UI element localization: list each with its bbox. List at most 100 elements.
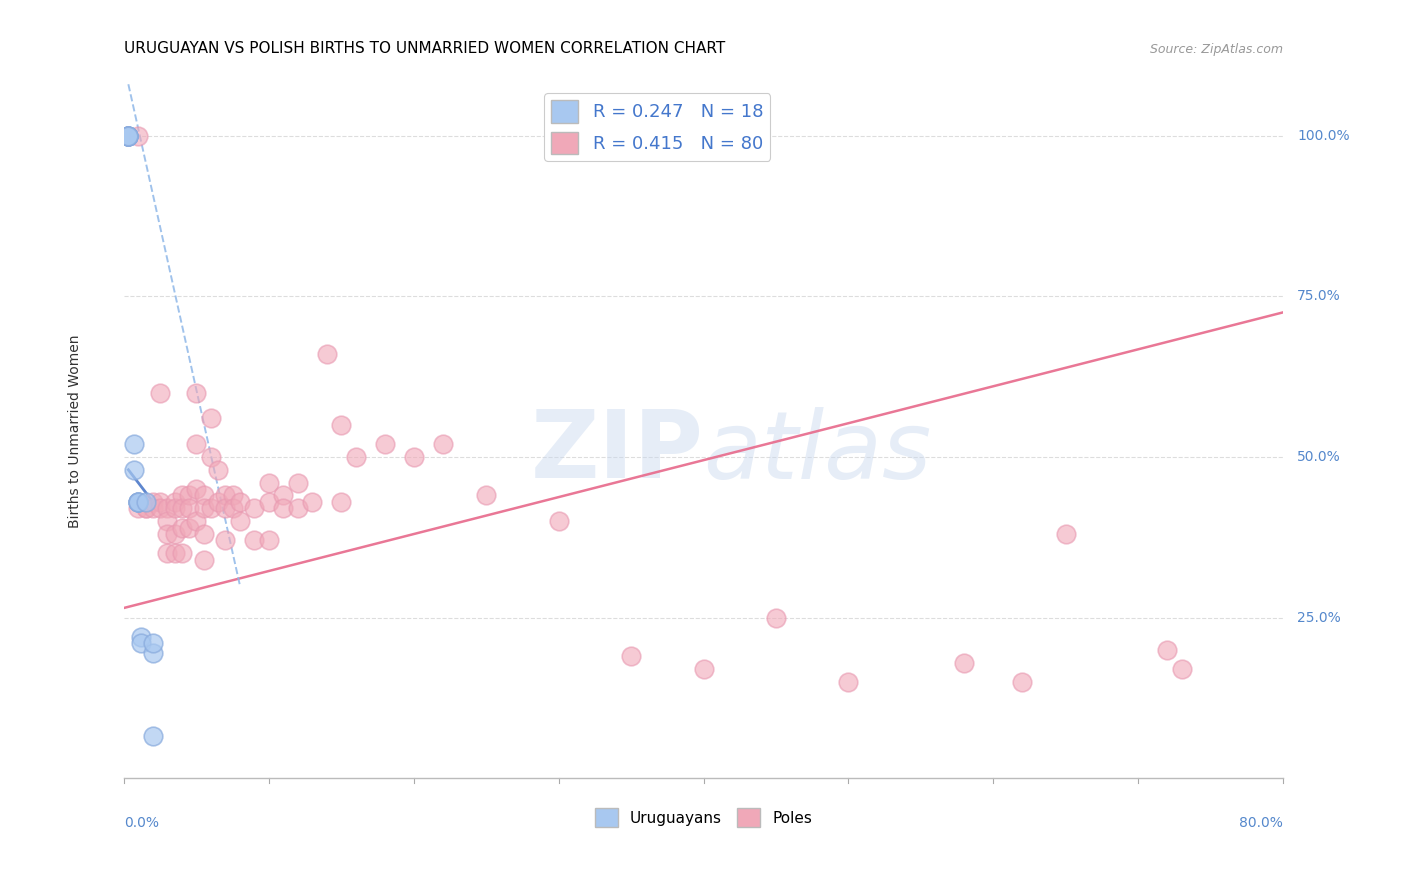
Point <box>221 488 243 502</box>
Point <box>273 488 295 502</box>
Text: 0.0%: 0.0% <box>124 816 159 830</box>
Text: 100.0%: 100.0% <box>1296 128 1350 143</box>
Point <box>315 347 337 361</box>
Point <box>214 488 236 502</box>
Point <box>131 636 153 650</box>
Point <box>142 730 165 744</box>
Point <box>128 495 150 509</box>
Point <box>128 495 150 509</box>
Text: 50.0%: 50.0% <box>1296 450 1341 464</box>
Point <box>163 495 186 509</box>
Point <box>330 495 353 509</box>
Point <box>156 546 179 560</box>
Point <box>135 501 157 516</box>
Point <box>214 533 236 548</box>
Text: 75.0%: 75.0% <box>1296 289 1341 303</box>
Point <box>179 501 201 516</box>
Point <box>163 501 186 516</box>
Point <box>117 128 139 143</box>
Point <box>193 488 215 502</box>
Point <box>142 636 165 650</box>
Point <box>402 450 425 464</box>
Text: Source: ZipAtlas.com: Source: ZipAtlas.com <box>1150 44 1284 56</box>
Point <box>170 501 193 516</box>
Point <box>186 385 208 400</box>
Point <box>257 495 280 509</box>
Point <box>229 495 252 509</box>
Point <box>135 501 157 516</box>
Point <box>207 463 229 477</box>
Point <box>179 520 201 534</box>
Point <box>163 527 186 541</box>
Point <box>1156 642 1178 657</box>
Point <box>156 527 179 541</box>
Point <box>301 495 323 509</box>
Point <box>135 495 157 509</box>
Point <box>122 437 145 451</box>
Point <box>163 546 186 560</box>
Point <box>1011 674 1033 689</box>
Point <box>475 488 498 502</box>
Point <box>692 662 714 676</box>
Point <box>156 501 179 516</box>
Point <box>221 501 243 516</box>
Point <box>547 514 569 528</box>
Point <box>149 495 172 509</box>
Point <box>186 482 208 496</box>
Point <box>330 417 353 432</box>
Point <box>287 475 309 490</box>
Point <box>142 501 165 516</box>
Point <box>170 546 193 560</box>
Point <box>117 128 139 143</box>
Point <box>131 630 153 644</box>
Point <box>128 495 150 509</box>
Point <box>200 411 222 425</box>
Point <box>117 128 139 143</box>
Point <box>287 501 309 516</box>
Point <box>128 128 150 143</box>
Point <box>122 463 145 477</box>
Legend: Uruguayans, Poles: Uruguayans, Poles <box>589 802 818 833</box>
Point <box>128 501 150 516</box>
Point <box>149 501 172 516</box>
Point <box>128 495 150 509</box>
Point <box>374 437 396 451</box>
Point <box>142 646 165 660</box>
Point <box>193 527 215 541</box>
Point <box>156 514 179 528</box>
Point <box>149 385 172 400</box>
Point <box>344 450 367 464</box>
Point <box>142 495 165 509</box>
Point <box>117 128 139 143</box>
Point <box>273 501 295 516</box>
Point <box>193 553 215 567</box>
Point <box>186 437 208 451</box>
Text: 25.0%: 25.0% <box>1296 611 1341 624</box>
Point <box>179 488 201 502</box>
Point <box>620 649 643 664</box>
Text: Births to Unmarried Women: Births to Unmarried Women <box>69 334 83 528</box>
Text: 80.0%: 80.0% <box>1239 816 1284 830</box>
Point <box>229 514 252 528</box>
Point <box>765 610 787 624</box>
Point <box>243 533 266 548</box>
Point <box>837 674 859 689</box>
Text: ZIP: ZIP <box>530 406 703 498</box>
Point <box>170 520 193 534</box>
Point <box>953 656 976 670</box>
Point <box>186 514 208 528</box>
Text: URUGUAYAN VS POLISH BIRTHS TO UNMARRIED WOMEN CORRELATION CHART: URUGUAYAN VS POLISH BIRTHS TO UNMARRIED … <box>124 41 725 56</box>
Point <box>170 488 193 502</box>
Point <box>257 475 280 490</box>
Text: atlas: atlas <box>703 407 932 498</box>
Point <box>1170 662 1192 676</box>
Point <box>200 450 222 464</box>
Point <box>1054 527 1077 541</box>
Point <box>207 495 229 509</box>
Point <box>200 501 222 516</box>
Point <box>243 501 266 516</box>
Point <box>117 128 139 143</box>
Point <box>257 533 280 548</box>
Point <box>432 437 454 451</box>
Point <box>193 501 215 516</box>
